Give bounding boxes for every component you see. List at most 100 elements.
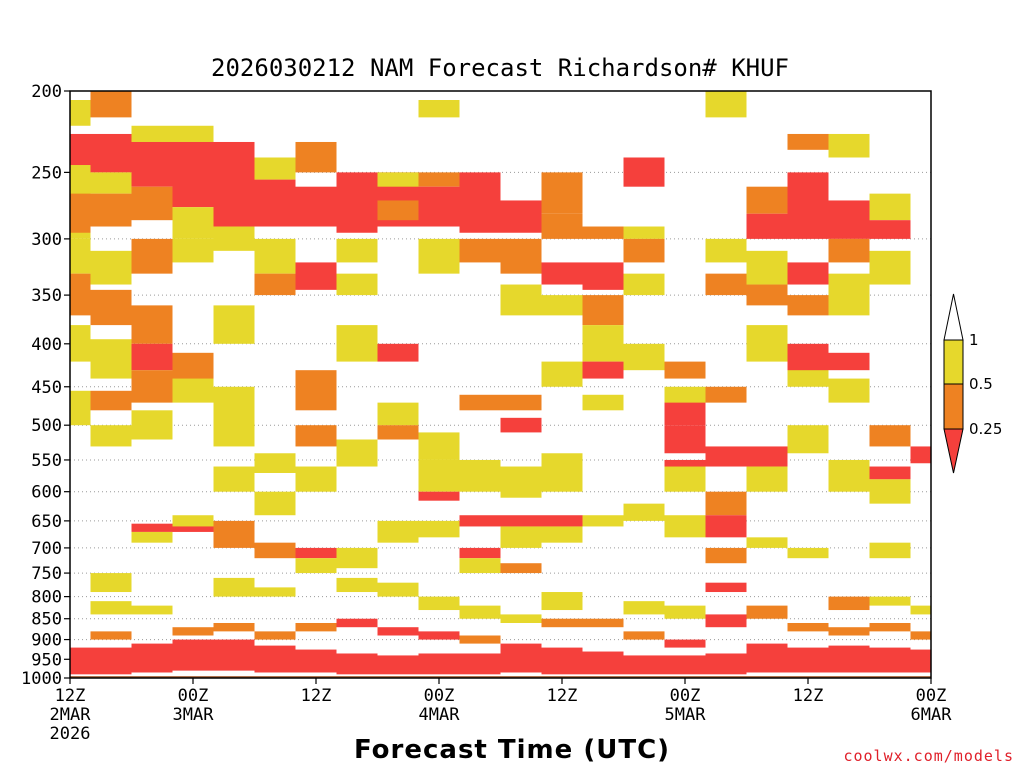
x-tick-label-60-0: 00Z <box>670 686 701 706</box>
cell-h54-58-3 <box>623 273 665 296</box>
cell-h34-38-1 <box>418 172 460 187</box>
cell-h78-82-6 <box>869 542 911 559</box>
cell-h82-84-0 <box>910 446 931 464</box>
cell-h62-66-1 <box>705 238 747 263</box>
legend-swatch-1 <box>943 339 964 385</box>
cell-h58-62-7 <box>664 605 706 619</box>
cell-h18-22-4 <box>254 453 296 473</box>
cell-h6-10-8 <box>131 523 173 532</box>
x-tick-label-60-1: 5MAR <box>665 705 707 725</box>
cell-h38-42-5 <box>459 547 501 559</box>
cell-h46-50-7 <box>541 526 583 543</box>
cell-h62-66-9 <box>705 614 747 628</box>
cell-h22-26-1 <box>295 186 337 227</box>
cell-h42-46-2 <box>500 284 542 316</box>
legend-swatch-2 <box>943 383 964 430</box>
cell-h70-74-3 <box>787 295 829 316</box>
cell-h22-26-2 <box>295 262 337 290</box>
cell-h30-34-2 <box>377 200 419 221</box>
y-tick-label-1000: 1000 <box>21 669 62 689</box>
cell-h26-30-2 <box>336 273 378 296</box>
cell-h42-46-9 <box>500 614 542 623</box>
cell-h22-26-6 <box>295 547 337 559</box>
series-h14-18 <box>213 141 255 671</box>
x-tick-label-84-1: 6MAR <box>911 705 953 725</box>
series-h2-6 <box>90 91 132 675</box>
cell-h78-82-7 <box>869 596 911 606</box>
cell-h26-30-4 <box>336 439 378 467</box>
cell-h10-14-6 <box>172 523 214 532</box>
cell-h26-30-7 <box>336 618 378 628</box>
cell-h70-74-6 <box>787 425 829 454</box>
cell-h26-30-6 <box>336 577 378 593</box>
y-tick-label-650: 650 <box>31 512 62 532</box>
legend-swatch-3 <box>943 428 964 474</box>
cell-h46-50-1 <box>541 213 583 239</box>
y-tick-label-450: 450 <box>31 378 62 398</box>
series-h34-38 <box>418 100 460 675</box>
cell-h2-6-11 <box>90 631 132 640</box>
cell-h62-66-2 <box>705 273 747 296</box>
cell-h58-62-8 <box>664 639 706 648</box>
series-h82-84 <box>910 446 931 673</box>
cell-h50-54-4 <box>582 361 624 379</box>
cell-h26-30-5 <box>336 547 378 569</box>
cell-h30-34-3 <box>377 343 419 362</box>
cell-h54-58-8 <box>623 655 665 675</box>
cell-h18-22-2 <box>254 238 296 274</box>
cell-h14-18-5 <box>213 520 255 548</box>
cell-h74-78-5 <box>828 378 870 403</box>
cell-h18-22-0 <box>254 157 296 180</box>
series-h6-10 <box>131 125 173 673</box>
y-axis: 200 250 300 350 400 450 500 550 600 650 700 750 8008… <box>21 82 70 689</box>
cell-h78-82-9 <box>869 647 911 673</box>
cell-h2-6-0 <box>90 91 132 118</box>
cell-h0-2-5 <box>70 273 91 316</box>
cell-h58-62-5 <box>664 466 706 492</box>
cell-h42-46-0 <box>500 200 542 233</box>
cell-h14-18-3 <box>213 386 255 447</box>
series-h0-2 <box>70 100 91 675</box>
cell-h82-84-2 <box>910 631 931 640</box>
cell-h2-6-12 <box>90 647 132 675</box>
cell-h2-6-2 <box>90 172 132 194</box>
cell-h66-70-5 <box>746 446 788 467</box>
cell-h50-54-0 <box>582 226 624 239</box>
cell-h82-84-3 <box>910 649 931 673</box>
cell-h54-58-2 <box>623 238 665 263</box>
cell-h38-42-2 <box>459 394 501 411</box>
cell-h78-82-8 <box>869 622 911 632</box>
cell-h18-22-1 <box>254 179 296 227</box>
cell-h34-38-10 <box>418 653 460 675</box>
cell-h78-82-1 <box>869 220 911 239</box>
cell-h34-38-3 <box>418 238 460 274</box>
cell-h10-14-1 <box>172 141 214 208</box>
cell-h22-26-9 <box>295 649 337 673</box>
cell-h6-10-2 <box>131 186 173 221</box>
series-h42-46 <box>500 200 542 673</box>
cell-h62-66-3 <box>705 386 747 403</box>
cell-h54-58-0 <box>623 157 665 187</box>
series-h50-54 <box>582 226 624 675</box>
cell-h62-66-6 <box>705 515 747 538</box>
cell-h30-34-4 <box>377 402 419 426</box>
cell-h78-82-2 <box>869 250 911 285</box>
cell-h6-10-10 <box>131 605 173 615</box>
series-h26-30 <box>336 172 378 675</box>
cell-h18-22-3 <box>254 273 296 296</box>
cell-h2-6-8 <box>90 425 132 447</box>
cell-h66-70-0 <box>746 186 788 214</box>
series-h22-26 <box>295 141 337 673</box>
x-tick-label-0-1: 2MAR <box>50 705 92 725</box>
x-tick-label-84-0: 00Z <box>916 686 947 706</box>
cell-h14-18-6 <box>213 577 255 597</box>
cell-h38-42-0 <box>459 172 501 233</box>
cell-h30-34-9 <box>377 655 419 675</box>
cell-h34-38-9 <box>418 631 460 640</box>
cell-h66-70-7 <box>746 537 788 548</box>
cell-h6-10-4 <box>131 305 173 344</box>
cell-h74-78-9 <box>828 645 870 673</box>
cell-h38-42-3 <box>459 459 501 492</box>
cell-h50-54-5 <box>582 394 624 411</box>
